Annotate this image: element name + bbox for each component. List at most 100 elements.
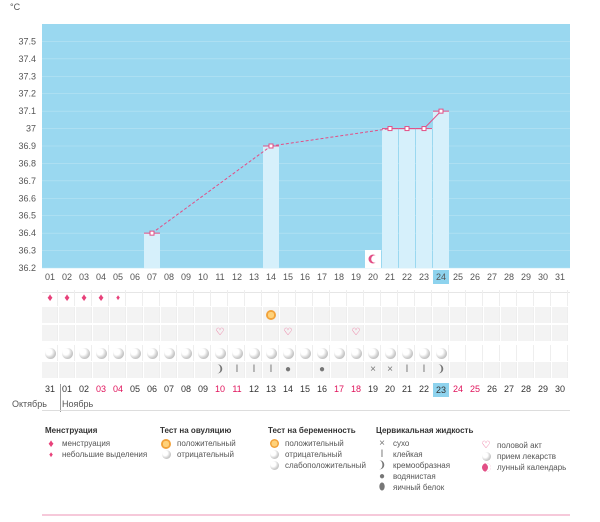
day-cell[interactable]: [484, 345, 500, 361]
day-cell[interactable]: [280, 307, 296, 323]
day-cell[interactable]: [535, 290, 551, 306]
day-cell[interactable]: [127, 345, 143, 361]
day-cell[interactable]: [297, 325, 313, 341]
day-cell[interactable]: ♦: [42, 290, 58, 306]
day-cell[interactable]: [59, 362, 75, 378]
day-cell[interactable]: [76, 307, 92, 323]
day-cell[interactable]: [59, 307, 75, 323]
day-cell[interactable]: [535, 325, 551, 341]
day-cell[interactable]: [76, 362, 92, 378]
day-cell[interactable]: [161, 290, 177, 306]
day-cell[interactable]: [127, 307, 143, 323]
day-cell[interactable]: [382, 290, 398, 306]
day-cell[interactable]: [314, 307, 330, 323]
day-cell[interactable]: [450, 307, 466, 323]
day-cell[interactable]: [467, 345, 483, 361]
day-cell[interactable]: [144, 290, 160, 306]
day-cell[interactable]: Ⅰ: [399, 362, 415, 378]
calendar-date[interactable]: 16: [316, 384, 327, 394]
day-cell[interactable]: [212, 307, 228, 323]
calendar-date[interactable]: 01: [61, 384, 72, 394]
day-cell[interactable]: [127, 362, 143, 378]
calendar-date[interactable]: 08: [180, 384, 191, 394]
day-cell[interactable]: [552, 345, 568, 361]
day-cell[interactable]: [178, 307, 194, 323]
day-cell[interactable]: [467, 307, 483, 323]
day-cell[interactable]: [297, 307, 313, 323]
day-cell[interactable]: [314, 325, 330, 341]
day-cell[interactable]: [484, 307, 500, 323]
day-cell[interactable]: [246, 325, 262, 341]
day-cell[interactable]: [297, 290, 313, 306]
day-cell[interactable]: [161, 345, 177, 361]
day-cell[interactable]: [552, 325, 568, 341]
day-cell[interactable]: Ⅰ: [263, 362, 279, 378]
calendar-date[interactable]: 12: [248, 384, 259, 394]
day-cell[interactable]: [382, 307, 398, 323]
day-cell[interactable]: [59, 345, 75, 361]
day-cell[interactable]: [280, 290, 296, 306]
day-cell[interactable]: [365, 307, 381, 323]
day-cell[interactable]: [501, 362, 517, 378]
calendar-date[interactable]: 11: [232, 384, 242, 394]
day-cell[interactable]: [178, 290, 194, 306]
day-cell[interactable]: Ⅰ: [246, 362, 262, 378]
day-cell[interactable]: [518, 325, 534, 341]
day-cell[interactable]: [433, 307, 449, 323]
day-cell[interactable]: [501, 307, 517, 323]
day-cell[interactable]: ♡: [348, 325, 364, 341]
calendar-date[interactable]: 15: [299, 384, 310, 394]
calendar-date[interactable]: 26: [486, 384, 497, 394]
day-cell[interactable]: [399, 325, 415, 341]
day-cell[interactable]: [382, 345, 398, 361]
day-cell[interactable]: [263, 290, 279, 306]
day-cell[interactable]: [484, 290, 500, 306]
day-cell[interactable]: [518, 345, 534, 361]
day-cell[interactable]: ❩: [433, 362, 449, 378]
day-cell[interactable]: [365, 345, 381, 361]
day-cell[interactable]: [144, 362, 160, 378]
day-cell[interactable]: ×: [382, 362, 398, 378]
day-cell[interactable]: [144, 345, 160, 361]
day-cell[interactable]: [501, 325, 517, 341]
day-cell[interactable]: [178, 345, 194, 361]
calendar-date[interactable]: 24: [452, 384, 463, 394]
day-cell[interactable]: [467, 290, 483, 306]
calendar-date[interactable]: 19: [367, 384, 378, 394]
calendar-date[interactable]: 04: [112, 384, 123, 394]
calendar-date[interactable]: 03: [95, 384, 106, 394]
day-cell[interactable]: [93, 345, 109, 361]
day-cell[interactable]: [535, 345, 551, 361]
day-cell[interactable]: [450, 345, 466, 361]
day-cell[interactable]: [195, 307, 211, 323]
day-cell[interactable]: [331, 362, 347, 378]
day-cell[interactable]: [93, 325, 109, 341]
day-cell[interactable]: [348, 345, 364, 361]
day-cell[interactable]: [110, 345, 126, 361]
calendar-date[interactable]: 29: [537, 384, 548, 394]
calendar-date[interactable]: 14: [282, 384, 293, 394]
day-cell[interactable]: ♦: [59, 290, 75, 306]
day-cell[interactable]: [246, 345, 262, 361]
day-cell[interactable]: [450, 290, 466, 306]
day-cell[interactable]: ♦: [110, 290, 126, 306]
day-cell[interactable]: [314, 345, 330, 361]
calendar-date[interactable]: 28: [520, 384, 531, 394]
day-cell[interactable]: [195, 345, 211, 361]
day-cell[interactable]: [314, 290, 330, 306]
day-cell[interactable]: Ⅰ: [416, 362, 432, 378]
day-cell[interactable]: [195, 325, 211, 341]
day-cell[interactable]: ●: [280, 362, 296, 378]
day-cell[interactable]: [552, 362, 568, 378]
day-cell[interactable]: [229, 345, 245, 361]
day-cell[interactable]: [76, 325, 92, 341]
day-cell[interactable]: [501, 290, 517, 306]
day-cell[interactable]: [42, 345, 58, 361]
calendar-date[interactable]: 23: [433, 383, 449, 397]
day-cell[interactable]: ♦: [76, 290, 92, 306]
day-cell[interactable]: [178, 362, 194, 378]
day-cell[interactable]: [263, 325, 279, 341]
day-cell[interactable]: [484, 362, 500, 378]
day-cell[interactable]: [161, 362, 177, 378]
day-cell[interactable]: ●: [314, 362, 330, 378]
